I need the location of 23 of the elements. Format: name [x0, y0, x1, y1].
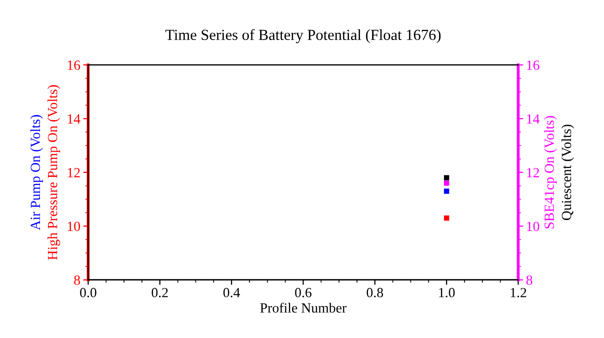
y2-tick-label: 16: [527, 60, 540, 70]
y2-tick-label: 12: [527, 168, 539, 178]
x-tick-label: 0.8: [366, 288, 384, 298]
text: Quiescent (Volts): [561, 124, 574, 220]
y-tick-label: 8: [74, 275, 80, 285]
y2-tick-label: 8: [526, 275, 532, 285]
text: Air Pump On (Volts): [30, 115, 43, 230]
y-tick-label: 16: [68, 60, 80, 70]
y2-tick-label: 10: [527, 222, 540, 232]
chart-title: Time Series of Battery Potential (Float 1676): [165, 29, 441, 44]
x-tick-label: 1.0: [439, 288, 455, 298]
x-tick-label: 0.2: [152, 288, 168, 298]
y2-tick-label: 14: [527, 114, 540, 124]
x-tick-label: 1.2: [510, 288, 526, 298]
x-tick-label: 0.4: [223, 288, 240, 298]
x-tick-label: 0.6: [295, 288, 312, 298]
x-tick-label: 0.0: [80, 288, 96, 298]
y-tick-label: 12: [68, 168, 80, 178]
y-tick-label: 10: [68, 222, 80, 232]
y-tick-label: 14: [68, 114, 80, 124]
text: High Pressure Pump On (Volts): [47, 85, 60, 260]
text: SBE41cp On (Volts): [544, 116, 557, 228]
x-axis-title: Profile Number: [260, 302, 346, 313]
